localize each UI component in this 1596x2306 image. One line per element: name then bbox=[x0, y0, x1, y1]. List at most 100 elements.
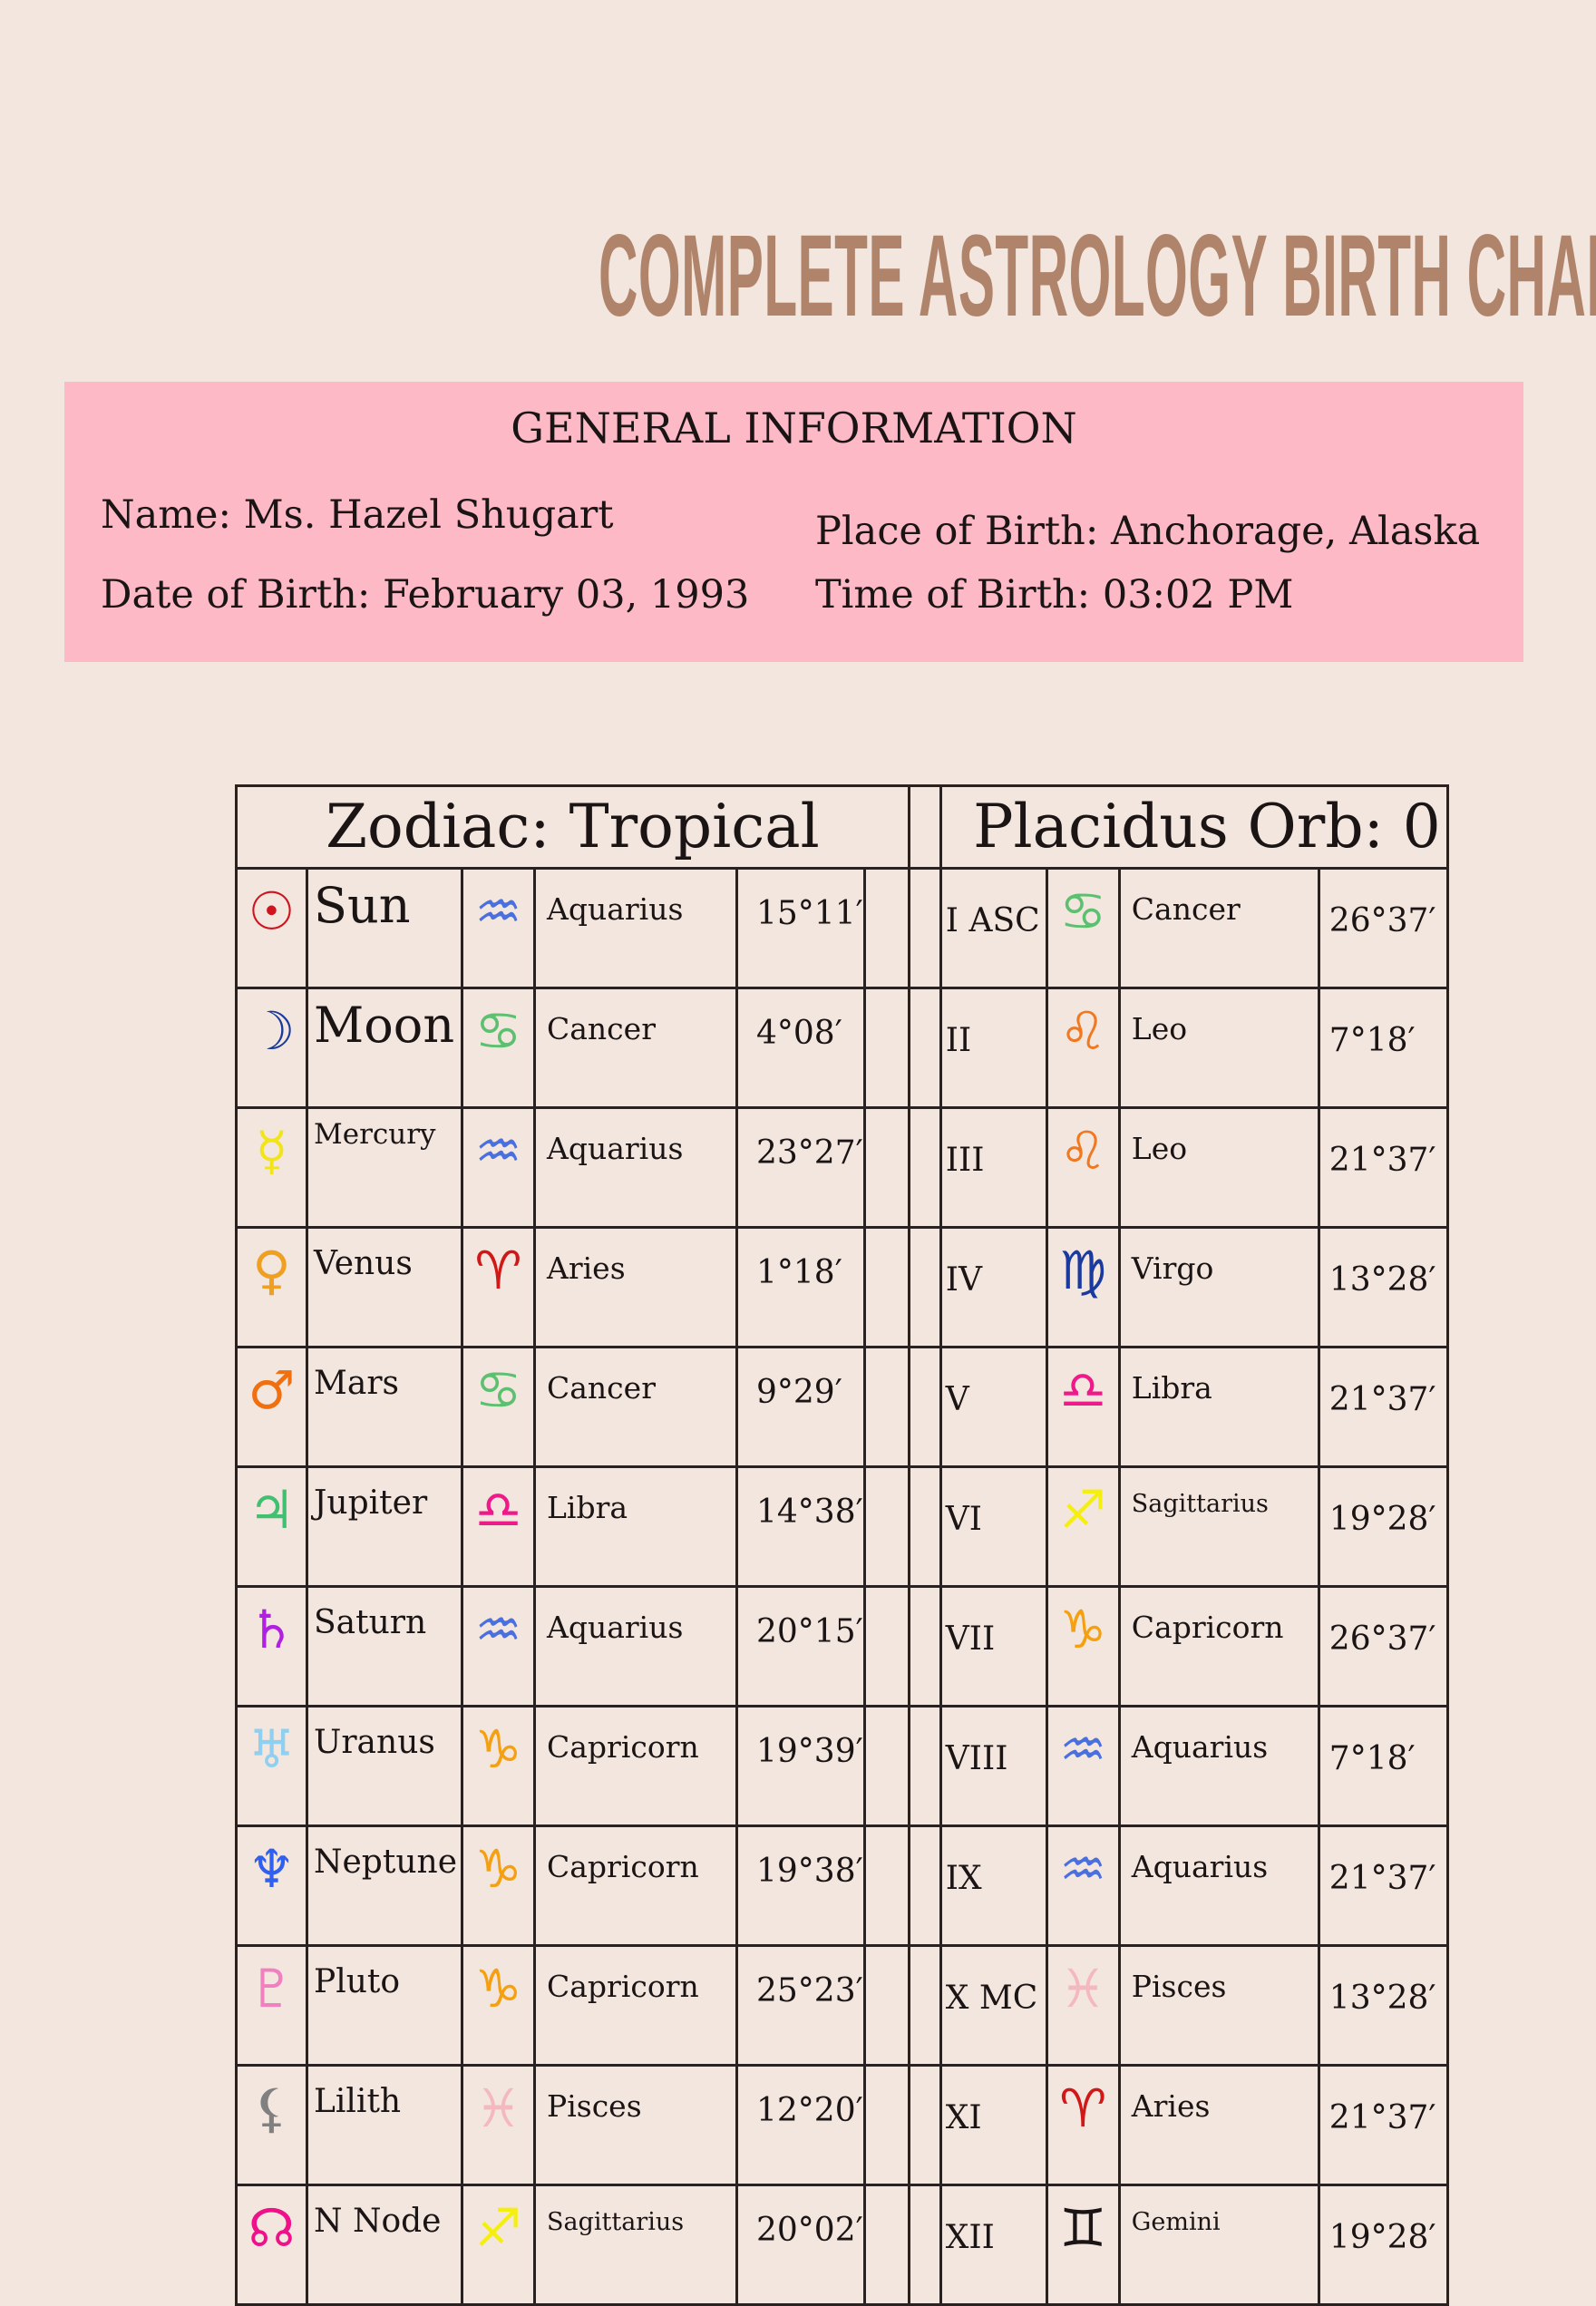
saturn-icon: ♄ bbox=[235, 1585, 308, 1708]
aries-icon: ♈ bbox=[1045, 2064, 1121, 2186]
cancer-icon: ♋ bbox=[461, 1346, 536, 1468]
zodiac-header: Zodiac: Tropical bbox=[235, 784, 910, 870]
pisces-icon: ♓ bbox=[461, 2064, 536, 2186]
capricorn-icon: ♑ bbox=[461, 1824, 536, 1947]
table-row: ♀ Venus ♈ Aries 1°18′ IV ♍ Virgo 13°28′ bbox=[235, 1226, 1449, 1348]
planet-degree: 15°11′ bbox=[735, 867, 866, 989]
divider-cell bbox=[907, 1705, 942, 1827]
table-header-row: Zodiac: Tropical Placidus Orb: 0 bbox=[235, 784, 1449, 870]
capricorn-icon: ♑ bbox=[461, 1705, 536, 1827]
table-row: ☉ Sun ♒ Aquarius 15°11′ I ASC ♋ Cancer 26°37′ bbox=[235, 867, 1449, 989]
house-label: XII bbox=[939, 2184, 1048, 2306]
table-row: ☿ Mercury ♒ Aquarius 23°27′ III ♌ Leo 21°37′ bbox=[235, 1106, 1449, 1229]
planet-sign: Aquarius bbox=[533, 1106, 738, 1229]
divider-cell bbox=[907, 1106, 942, 1229]
house-degree: 26°37′ bbox=[1317, 1585, 1449, 1708]
name-field: Name: Ms. Hazel Shugart bbox=[101, 492, 614, 538]
house-degree: 21°37′ bbox=[1317, 1346, 1449, 1468]
divider-cell bbox=[907, 1585, 942, 1708]
table-row: ♅ Uranus ♑ Capricorn 19°39′ VIII ♒ Aquarius 7°18… bbox=[235, 1705, 1449, 1827]
table-row: ☊ N Node ♐ Sagittarius 20°02′ XII ♊ Gemini 19°28… bbox=[235, 2184, 1449, 2306]
table-row: ♆ Neptune ♑ Capricorn 19°38′ IX ♒ Aquarius 21°37… bbox=[235, 1824, 1449, 1947]
planet-name: Uranus bbox=[306, 1705, 463, 1827]
placidus-header: Placidus Orb: 0 bbox=[939, 784, 1449, 870]
planet-sign: Sagittarius bbox=[533, 2184, 738, 2306]
planet-name: Mercury bbox=[306, 1106, 463, 1229]
sagittarius-icon: ♐ bbox=[461, 2184, 536, 2306]
divider-cell bbox=[907, 2184, 942, 2306]
empty-cell bbox=[862, 1346, 910, 1468]
planet-degree: 25°23′ bbox=[735, 1944, 866, 2067]
house-degree: 21°37′ bbox=[1317, 1824, 1449, 1947]
house-degree: 13°28′ bbox=[1317, 1226, 1449, 1348]
planet-name: Saturn bbox=[306, 1585, 463, 1708]
divider-cell bbox=[907, 1346, 942, 1468]
planet-degree: 19°39′ bbox=[735, 1705, 866, 1827]
house-label: IV bbox=[939, 1226, 1048, 1348]
planet-degree: 4°08′ bbox=[735, 987, 866, 1109]
planet-name: Pluto bbox=[306, 1944, 463, 2067]
empty-cell bbox=[862, 1705, 910, 1827]
place-of-birth-field: Place of Birth: Anchorage, Alaska bbox=[815, 509, 1481, 554]
page-title-text: COMPLETE ASTROLOGY BIRTH CHART bbox=[598, 211, 1596, 341]
house-degree: 21°37′ bbox=[1317, 1106, 1449, 1229]
sun-icon: ☉ bbox=[235, 867, 308, 989]
neptune-icon: ♆ bbox=[235, 1824, 308, 1947]
planet-sign: Cancer bbox=[533, 987, 738, 1109]
moon-icon: ☽ bbox=[235, 987, 308, 1109]
divider-cell bbox=[907, 784, 942, 870]
aries-icon: ♈ bbox=[461, 1226, 536, 1348]
house-label: VI bbox=[939, 1465, 1048, 1588]
house-degree: 19°28′ bbox=[1317, 1465, 1449, 1588]
empty-cell bbox=[862, 1944, 910, 2067]
date-of-birth-field: Date of Birth: February 03, 1993 bbox=[101, 572, 750, 618]
table-row: ♇ Pluto ♑ Capricorn 25°23′ X MC ♓ Pisces 13°28′ bbox=[235, 1944, 1449, 2067]
jupiter-icon: ♃ bbox=[235, 1465, 308, 1588]
planet-degree: 14°38′ bbox=[735, 1465, 866, 1588]
virgo-icon: ♍ bbox=[1045, 1226, 1121, 1348]
general-information-panel: GENERAL INFORMATION Name: Ms. Hazel Shug… bbox=[64, 382, 1523, 662]
house-label: III bbox=[939, 1106, 1048, 1229]
cancer-icon: ♋ bbox=[461, 987, 536, 1109]
planet-sign: Aquarius bbox=[533, 867, 738, 989]
house-degree: 21°37′ bbox=[1317, 2064, 1449, 2186]
planet-name: N Node bbox=[306, 2184, 463, 2306]
libra-icon: ♎ bbox=[461, 1465, 536, 1588]
planet-sign: Capricorn bbox=[533, 1705, 738, 1827]
house-label: II bbox=[939, 987, 1048, 1109]
planet-name: Jupiter bbox=[306, 1465, 463, 1588]
house-sign: Aquarius bbox=[1117, 1824, 1320, 1947]
house-sign: Libra bbox=[1117, 1346, 1320, 1468]
divider-cell bbox=[907, 1226, 942, 1348]
divider-cell bbox=[907, 867, 942, 989]
planet-sign: Pisces bbox=[533, 2064, 738, 2186]
divider-cell bbox=[907, 987, 942, 1109]
house-sign: Aquarius bbox=[1117, 1705, 1320, 1827]
aquarius-icon: ♒ bbox=[461, 1585, 536, 1708]
planet-degree: 23°27′ bbox=[735, 1106, 866, 1229]
divider-cell bbox=[907, 1944, 942, 2067]
house-degree: 26°37′ bbox=[1317, 867, 1449, 989]
table-row: ♃ Jupiter ♎ Libra 14°38′ VI ♐ Sagittarius 19°28′ bbox=[235, 1465, 1449, 1588]
lilith-icon: ⚸ bbox=[235, 2064, 308, 2186]
planet-degree: 9°29′ bbox=[735, 1346, 866, 1468]
planet-name: Moon bbox=[306, 987, 463, 1109]
aquarius-icon: ♒ bbox=[1045, 1705, 1121, 1827]
empty-cell bbox=[862, 2184, 910, 2306]
venus-icon: ♀ bbox=[235, 1226, 308, 1348]
empty-cell bbox=[862, 1226, 910, 1348]
house-sign: Sagittarius bbox=[1117, 1465, 1320, 1588]
planet-sign: Aquarius bbox=[533, 1585, 738, 1708]
planet-name: Sun bbox=[306, 867, 463, 989]
planet-sign: Libra bbox=[533, 1465, 738, 1588]
house-label: VII bbox=[939, 1585, 1048, 1708]
house-degree: 19°28′ bbox=[1317, 2184, 1449, 2306]
house-label: V bbox=[939, 1346, 1048, 1468]
house-sign: Gemini bbox=[1117, 2184, 1320, 2306]
sagittarius-icon: ♐ bbox=[1045, 1465, 1121, 1588]
general-information-heading: GENERAL INFORMATION bbox=[511, 404, 1077, 452]
page-title: COMPLETE ASTROLOGY BIRTH CHART bbox=[0, 218, 1596, 336]
leo-icon: ♌ bbox=[1045, 1106, 1121, 1229]
divider-cell bbox=[907, 1465, 942, 1588]
house-sign: Capricorn bbox=[1117, 1585, 1320, 1708]
